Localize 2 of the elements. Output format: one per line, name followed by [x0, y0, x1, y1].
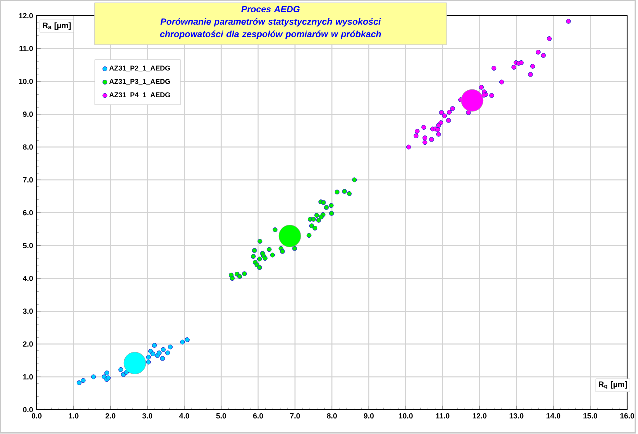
text: Porównanie parametrów statystycznych wysokości chropowatości dla zespołów pomiarów w próbkach [160, 18, 382, 40]
chart-title: Proces AEDG [242, 6, 300, 13]
